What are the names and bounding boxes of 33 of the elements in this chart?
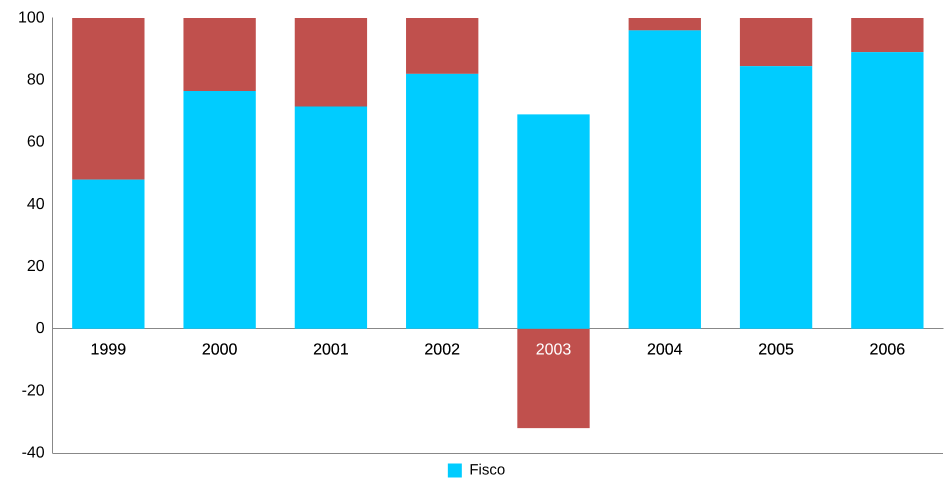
y-tick-label: 0 (36, 320, 45, 338)
bar (72, 18, 145, 180)
bar (517, 114, 590, 329)
bar (72, 180, 145, 329)
x-tick-label: 2004 (646, 342, 683, 359)
bar (628, 30, 701, 329)
bar (294, 18, 368, 107)
bar (517, 328, 590, 428)
x-tick-label: 2002 (424, 342, 460, 359)
legend-label: Fisco (469, 462, 506, 479)
bar (851, 18, 924, 52)
bar (294, 106, 368, 329)
bar (406, 74, 478, 329)
bar (628, 18, 701, 30)
y-tick-label: -40 (22, 444, 45, 462)
bar (851, 52, 924, 329)
y-tick-label: -20 (22, 382, 45, 400)
x-tick-label: 2006 (870, 342, 906, 359)
x-tick-label: 2001 (313, 342, 349, 359)
bar (740, 66, 812, 329)
bar (183, 18, 256, 92)
x-tick-label: 2003 (536, 342, 572, 359)
x-tick-label: 1999 (90, 342, 126, 359)
y-tick-label: 60 (26, 134, 45, 151)
y-tick-label: 80 (26, 72, 45, 89)
y-tick-label: 40 (26, 196, 45, 213)
y-tick-label: 100 (18, 9, 45, 26)
bar (183, 91, 256, 329)
bar (406, 18, 478, 74)
y-tick-label: 20 (26, 258, 45, 275)
x-tick-label: 2005 (758, 342, 794, 359)
bar (740, 18, 812, 66)
x-tick-label: 2000 (202, 342, 238, 359)
